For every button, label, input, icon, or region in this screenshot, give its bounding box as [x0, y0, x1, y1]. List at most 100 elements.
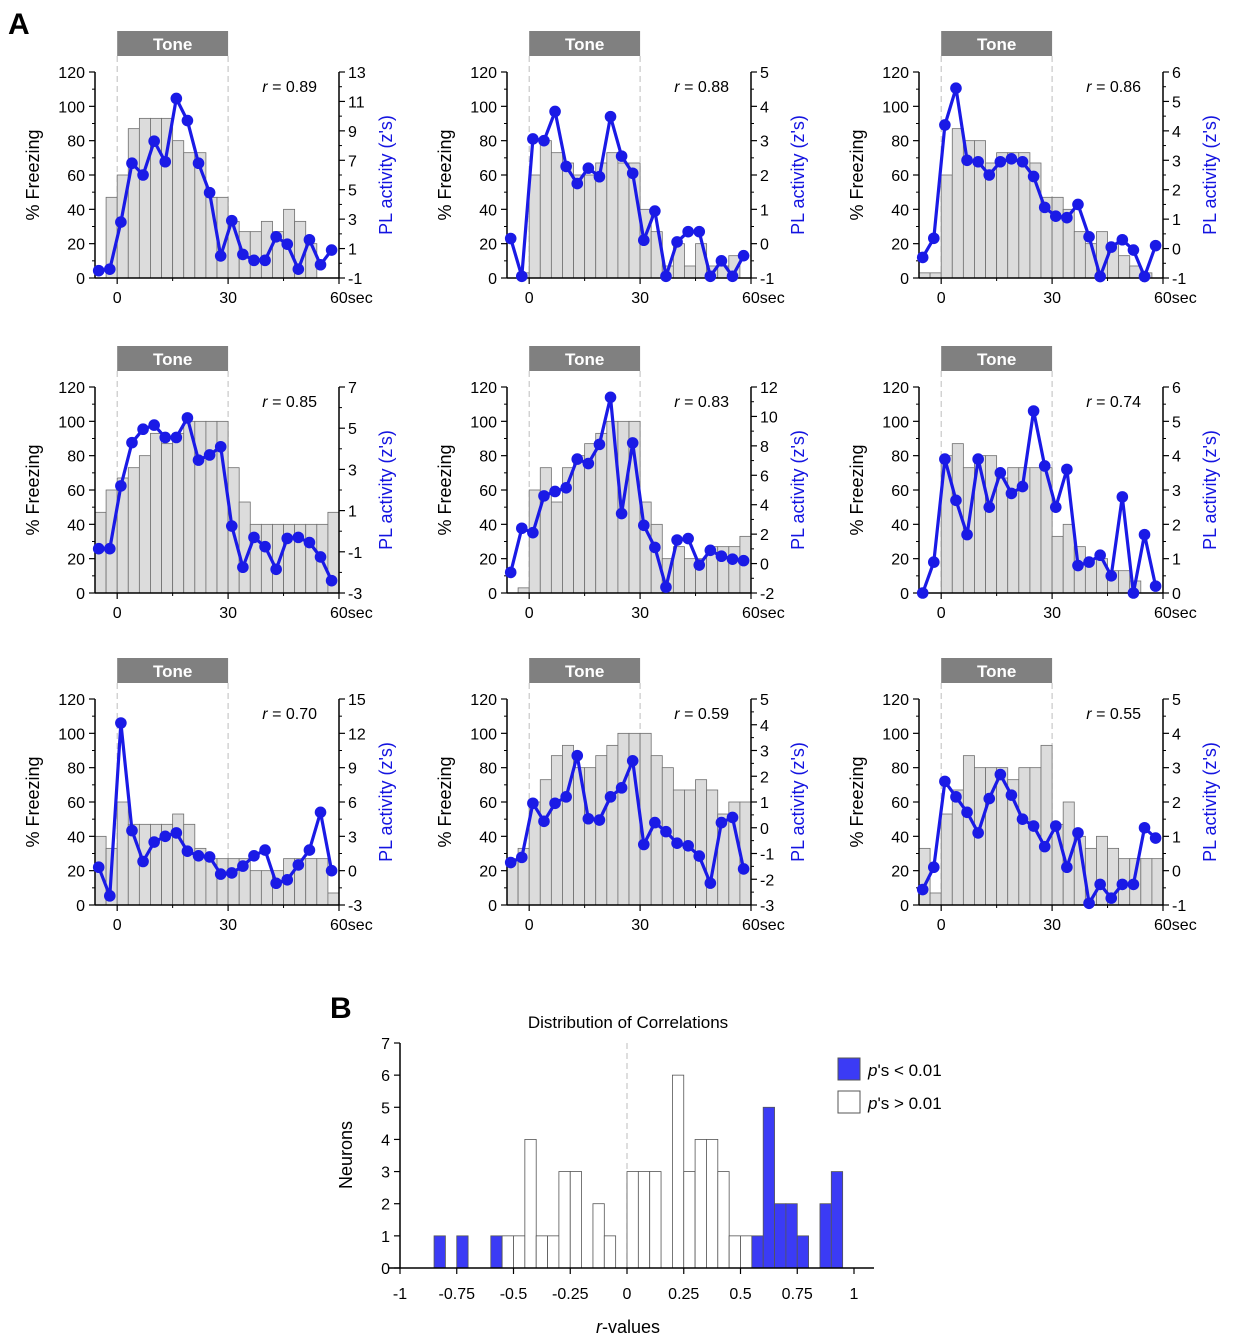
left-tick-label: 80 — [479, 449, 497, 466]
left-tick-label: 100 — [470, 99, 497, 116]
freezing-bar — [517, 587, 530, 594]
activity-point — [1127, 587, 1140, 599]
right-tick-label: 5 — [348, 183, 357, 200]
hist-y-tick-label: 3 — [381, 1165, 390, 1182]
legend-label-p: p — [867, 1094, 877, 1113]
activity-point — [682, 532, 694, 545]
activity-point — [715, 550, 728, 563]
activity-point — [325, 244, 338, 256]
right-tick-label: 0 — [760, 557, 769, 574]
activity-point — [671, 236, 683, 248]
left-tick-label: 20 — [891, 552, 909, 569]
activity-point — [950, 494, 962, 507]
x-tick-label: 0 — [113, 605, 122, 622]
activity-point — [549, 485, 561, 498]
activity-point — [192, 454, 205, 466]
freezing-bar — [584, 174, 597, 279]
activity-point — [159, 431, 172, 444]
activity-point — [1072, 827, 1084, 839]
x-tick-label: 60sec — [330, 605, 373, 622]
freezing-bar — [1029, 467, 1042, 594]
nonsignificant-bar — [501, 1235, 514, 1269]
activity-point — [115, 480, 127, 492]
activity-point — [137, 169, 149, 181]
activity-point — [170, 431, 183, 444]
histogram-title: Distribution of Correlations — [528, 1013, 728, 1032]
correlation-value: = 0.70 — [268, 706, 317, 723]
left-tick-label: 80 — [67, 134, 85, 151]
x-tick-label: 0 — [113, 290, 122, 307]
activity-point — [281, 874, 294, 886]
freezing-bar — [573, 174, 586, 279]
nonsignificant-bar — [558, 1171, 571, 1269]
left-tick-label: 40 — [891, 517, 909, 534]
hist-y-tick-label: 4 — [381, 1132, 390, 1149]
right-tick-label: 1 — [1172, 212, 1181, 229]
left-tick-label: 80 — [891, 134, 909, 151]
left-axis-title: % Freezing — [23, 756, 43, 847]
activity-point — [314, 551, 327, 563]
hist-x-tick-label: 0.5 — [729, 1286, 751, 1303]
left-tick-label: 80 — [67, 761, 85, 778]
activity-point — [1138, 270, 1151, 283]
freezing-bar — [985, 455, 998, 594]
freezing-bar — [172, 432, 185, 594]
left-tick-label: 120 — [470, 65, 497, 82]
hist-y-tick-label: 7 — [381, 1036, 390, 1053]
activity-point — [248, 849, 260, 862]
left-tick-label: 100 — [882, 99, 909, 116]
right-tick-label: -3 — [760, 898, 774, 915]
activity-point — [1027, 170, 1040, 183]
freezing-bar — [929, 272, 942, 279]
activity-point — [303, 844, 316, 856]
activity-point — [615, 782, 628, 794]
freezing-bar — [617, 162, 630, 279]
x-tick-label: 0 — [525, 605, 534, 622]
left-tick-label: 60 — [891, 795, 909, 812]
right-tick-label: 0 — [760, 237, 769, 254]
right-tick-label: -1 — [1172, 898, 1186, 915]
activity-point — [538, 815, 550, 828]
hist-x-title: r-values — [596, 1317, 660, 1337]
left-tick-label: 20 — [891, 864, 909, 881]
right-tick-label: 0 — [760, 821, 769, 838]
freezing-bar — [1140, 858, 1153, 906]
hist-y-tick-label: 2 — [381, 1197, 390, 1214]
left-tick-label: 100 — [58, 726, 85, 743]
legend-swatch-nonsignificant — [837, 1090, 861, 1114]
right-axis-title: PL activity (z's) — [788, 430, 808, 550]
nonsignificant-bar — [626, 1171, 639, 1269]
x-tick-label: 60sec — [330, 917, 373, 934]
left-tick-label: 40 — [479, 829, 497, 846]
correlation-label: r = 0.85 — [262, 394, 317, 411]
right-tick-label: 15 — [348, 692, 366, 709]
activity-point — [314, 806, 327, 819]
activity-point — [126, 824, 138, 837]
activity-point — [671, 534, 683, 546]
right-tick-label: 4 — [1172, 124, 1181, 141]
left-tick-label: 120 — [58, 65, 85, 82]
right-tick-label: 3 — [348, 212, 357, 229]
legend-label-rest: 's < 0.01 — [877, 1061, 941, 1080]
activity-point — [549, 797, 561, 810]
right-tick-label: 3 — [348, 462, 357, 479]
activity-point — [159, 155, 172, 168]
activity-point — [270, 231, 282, 243]
significant-bar — [456, 1235, 469, 1269]
activity-point — [203, 851, 216, 863]
tone-label: Tone — [565, 350, 604, 369]
x-tick-label: 30 — [1043, 605, 1061, 622]
nonsignificant-bar — [740, 1235, 753, 1269]
right-tick-label: 5 — [760, 692, 769, 709]
activity-point — [192, 849, 205, 862]
left-tick-label: 60 — [479, 795, 497, 812]
freezing-bar — [918, 272, 931, 279]
nonsignificant-bar — [683, 1171, 696, 1269]
right-tick-label: -2 — [760, 872, 774, 889]
activity-point — [693, 225, 706, 238]
tone-label: Tone — [565, 35, 604, 54]
right-axis-title: PL activity (z's) — [376, 742, 396, 862]
right-tick-label: 2 — [760, 168, 769, 185]
